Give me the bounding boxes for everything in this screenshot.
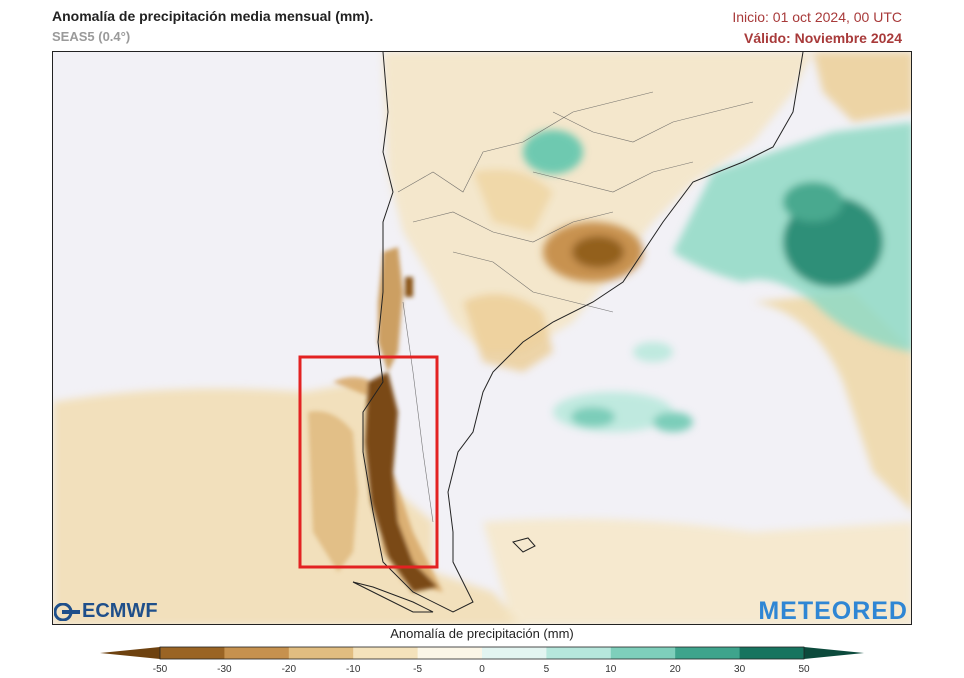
colorbar-left-arrow: [100, 647, 160, 659]
colorbar-tick-label: -20: [281, 664, 297, 675]
colorbar-right-arrow: [804, 647, 864, 659]
ecmwf-logo-text: ECMWF: [82, 600, 158, 622]
colorbar-tick-label: 5: [543, 664, 550, 675]
map-title: Anomalía de precipitación media mensual …: [52, 8, 374, 24]
colorbar-tick-label: 0: [479, 664, 485, 675]
colorbar: [100, 646, 864, 660]
colorbar-title: Anomalía de precipitación (mm): [390, 626, 574, 641]
init-date: Inicio: 01 oct 2024, 00 UTC: [732, 9, 902, 25]
colorbar-tick-label: 20: [669, 664, 681, 675]
coastline: [352, 52, 804, 613]
model-label: SEAS5 (0.4°): [52, 29, 131, 44]
ecmwf-icon: [54, 602, 80, 621]
highlight-box: [298, 355, 439, 569]
colorbar-tick-label: -5: [413, 664, 423, 675]
wet-anomaly-areas: [523, 122, 911, 432]
colorbar-tick-label: 30: [734, 664, 746, 675]
ecmwf-logo: ECMWF: [54, 600, 158, 623]
colorbar-segment: [417, 647, 483, 659]
colorbar-segment: [739, 647, 805, 659]
anomaly-map: [52, 51, 912, 625]
colorbar-tick-label: -30: [217, 664, 232, 675]
country-borders: [397, 91, 754, 523]
colorbar-segment: [546, 647, 612, 659]
colorbar-tick-label: 10: [605, 664, 617, 675]
patagonia-dry-band: [308, 247, 443, 592]
colorbar-segment: [288, 647, 354, 659]
colorbar-ticks: -50 -30 -20 -10 -5 0 5 10 20 30 50: [0, 664, 964, 678]
colorbar-tick-label: -50: [152, 664, 168, 675]
colorbar-segment: [224, 647, 290, 659]
colorbar-segment: [482, 647, 547, 659]
valid-period: Válido: Noviembre 2024: [744, 30, 902, 46]
meteored-logo: METEORED: [758, 597, 908, 625]
colorbar-tick-label: -10: [345, 664, 361, 675]
colorbar-segment: [610, 647, 676, 659]
colorbar-tick-label: 50: [798, 664, 810, 675]
colorbar-segment: [353, 647, 419, 659]
colorbar-segment: [160, 647, 225, 659]
colorbar-segment: [675, 647, 741, 659]
